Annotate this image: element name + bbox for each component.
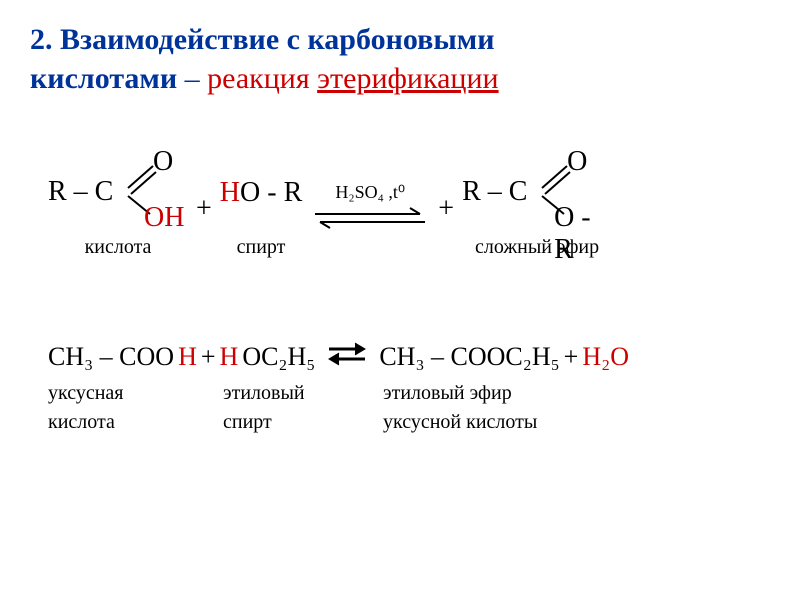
acid-molecule: R – C O OH кислота	[48, 148, 188, 259]
ester-molecule: R – C O O - R сложный эфир	[462, 148, 612, 259]
title-line-1: 2. Взаимодействие с карбоновыми	[30, 20, 770, 59]
alcohol-label: спирт	[237, 236, 286, 259]
plus-1: +	[196, 193, 212, 259]
specific-labels: уксусная кислота этиловый спирт этиловый…	[48, 382, 770, 434]
label-ethanol: этиловый спирт	[223, 382, 383, 434]
acid-structure: R – C O OH	[48, 148, 188, 228]
sp-water: H₂O	[582, 342, 629, 372]
title-esterification: этерификации	[317, 62, 498, 95]
ester-or: O - R	[554, 202, 612, 266]
label-acetic-acid: уксусная кислота	[48, 382, 223, 434]
sp-alc: OC₂H₅	[242, 342, 315, 372]
equilibrium-arrow-icon	[310, 205, 430, 231]
sp-acid-h: H	[178, 342, 197, 372]
sp-plus2: +	[564, 342, 579, 372]
title-prefix: 2. Взаимодействие с карбоновыми	[30, 23, 494, 56]
alcohol-h: H	[220, 177, 240, 209]
sp-acid: CH₃ – COO	[48, 342, 174, 372]
sp-product: CH₃ – COOC₂H₅	[379, 342, 559, 372]
general-equation: R – C O OH кислота + HO - R спирт H₂SO₄ …	[48, 148, 770, 259]
lbl-1b: кислота	[48, 411, 223, 434]
specific-equation-line: CH₃ – COOH + HOC₂H₅ CH₃ – COOC₂H₅ + H₂O	[48, 339, 770, 374]
lbl-3b: уксусной кислоты	[383, 411, 643, 434]
slide-title: 2. Взаимодействие с карбоновыми кислотам…	[30, 20, 770, 98]
acid-label: кислота	[85, 236, 152, 259]
lbl-2b: спирт	[223, 411, 383, 434]
double-arrow-icon	[325, 339, 369, 374]
reaction-arrow-block: H₂SO₄ ,t⁰	[310, 182, 430, 259]
title-dash: –	[177, 62, 207, 95]
ester-o-top: O	[567, 146, 587, 178]
alcohol-formula: HO - R	[220, 158, 302, 228]
sp-alc-h: H	[220, 342, 239, 372]
title-reaction: реакция	[207, 62, 317, 95]
lbl-2a: этиловый	[223, 382, 383, 405]
label-ethyl-acetate: этиловый эфир уксусной кислоты	[383, 382, 643, 434]
plus-2: +	[438, 193, 454, 259]
reaction-conditions: H₂SO₄ ,t⁰	[335, 182, 405, 203]
title-line-2: кислотами – реакция этерификации	[30, 59, 770, 98]
title-word-acids: кислотами	[30, 62, 177, 95]
sp-plus1: +	[201, 342, 216, 372]
lbl-1a: уксусная	[48, 382, 223, 405]
acid-oh: OH	[144, 202, 184, 234]
specific-equation: CH₃ – COOH + HOC₂H₅ CH₃ – COOC₂H₅ + H₂O …	[48, 339, 770, 434]
lbl-3a: этиловый эфир	[383, 382, 643, 405]
acid-o-top: O	[153, 146, 173, 178]
alcohol-molecule: HO - R спирт	[220, 158, 302, 259]
alcohol-rest: O - R	[240, 177, 302, 209]
acid-rc: R – C	[48, 176, 113, 208]
ester-rc: R – C	[462, 176, 527, 208]
ester-structure: R – C O O - R	[462, 148, 612, 228]
